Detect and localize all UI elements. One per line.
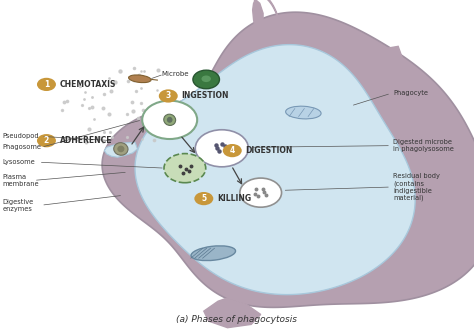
Circle shape	[142, 101, 197, 139]
Polygon shape	[253, 0, 263, 43]
Text: Lysosome: Lysosome	[2, 159, 35, 165]
Polygon shape	[365, 218, 408, 245]
Circle shape	[223, 144, 242, 157]
Text: Pseudopod: Pseudopod	[2, 133, 39, 139]
Ellipse shape	[191, 246, 236, 260]
Text: (a) Phases of phagocytosis: (a) Phases of phagocytosis	[176, 315, 298, 324]
Circle shape	[37, 78, 56, 91]
Text: DIGESTION: DIGESTION	[246, 146, 293, 155]
Text: Digested microbe
in phagolysosome: Digested microbe in phagolysosome	[393, 139, 454, 152]
Text: CHEMOTAXIS: CHEMOTAXIS	[60, 80, 116, 89]
Circle shape	[240, 178, 282, 207]
Text: INGESTION: INGESTION	[182, 91, 229, 101]
Circle shape	[37, 134, 56, 147]
Ellipse shape	[167, 117, 173, 123]
Text: Phagocyte: Phagocyte	[393, 90, 428, 96]
Polygon shape	[135, 45, 415, 295]
Text: ADHERENCE: ADHERENCE	[60, 136, 112, 145]
Text: Plasma
membrane: Plasma membrane	[2, 174, 39, 187]
Text: 4: 4	[229, 146, 235, 155]
Circle shape	[194, 192, 213, 205]
Polygon shape	[104, 142, 137, 157]
Polygon shape	[204, 298, 261, 328]
Ellipse shape	[286, 106, 321, 119]
Text: Phagosome: Phagosome	[2, 144, 41, 150]
Text: Microbe: Microbe	[161, 71, 189, 77]
Text: 1: 1	[44, 80, 49, 89]
Polygon shape	[102, 12, 474, 307]
Circle shape	[201, 75, 211, 82]
Polygon shape	[255, 0, 281, 45]
Ellipse shape	[117, 146, 124, 152]
Text: 2: 2	[44, 136, 49, 145]
Ellipse shape	[128, 75, 151, 83]
Text: Digestive
enzymes: Digestive enzymes	[2, 199, 34, 212]
Text: Residual body
(contains
indigestible
material): Residual body (contains indigestible mat…	[393, 173, 440, 201]
Circle shape	[164, 154, 206, 183]
Ellipse shape	[114, 143, 128, 155]
Circle shape	[195, 130, 248, 167]
Text: 5: 5	[201, 194, 206, 203]
Text: KILLING: KILLING	[217, 194, 251, 203]
Text: 3: 3	[165, 91, 171, 101]
Polygon shape	[360, 46, 403, 79]
Circle shape	[193, 70, 219, 89]
Circle shape	[159, 89, 178, 103]
Ellipse shape	[164, 114, 176, 125]
